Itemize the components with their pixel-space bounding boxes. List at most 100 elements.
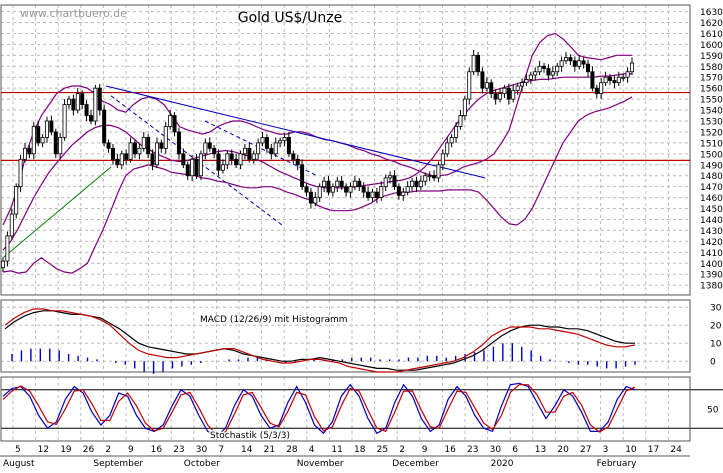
trend-line [2,166,112,259]
candle-body [335,180,340,188]
candle-body [515,85,520,91]
candle-body [317,186,322,199]
candle-body [185,164,190,177]
candle-body [286,137,291,155]
candle-body [528,74,533,80]
candle-body [44,120,49,138]
y-tick-label: 1570 [700,74,723,84]
x-tick-label: 26 [83,445,95,455]
candle-body [128,142,133,160]
candle-body [401,191,406,196]
y-tick-label: 1560 [700,85,723,95]
candle-body [256,142,261,155]
candle-body [361,186,366,193]
panel-frame [0,376,691,442]
candle-body [22,147,27,160]
candle-body [308,191,313,204]
x-tick-label: 11 [331,445,342,455]
x-month-label: December [392,459,439,469]
candle-body [445,142,450,155]
y-tick-label: 1390 [700,271,723,281]
candle-body [207,142,212,149]
y-tick-label: 1430 [700,227,723,237]
candle-body [18,158,23,188]
x-tick-label: 14 [241,445,253,455]
candle-body [9,213,14,237]
candle-body [590,71,595,89]
candle-body [264,137,269,149]
candle-body [467,71,472,100]
x-tick-label: 23 [467,445,478,455]
candle-body [110,147,115,160]
candle-body [462,98,467,116]
watermark: www.chartbuero.de [20,7,127,20]
candle-body [493,93,498,100]
candle-body [599,82,604,95]
candle-body [383,177,388,188]
candle-body [300,164,305,188]
candle-body [414,180,419,188]
candle-body [432,175,437,179]
candle-body [586,63,591,73]
candle-body [115,158,120,166]
candle-body [36,126,41,144]
x-tick-label: 27 [580,445,591,455]
candle-body [322,180,327,188]
candle-body [295,158,300,166]
candle-body [0,260,6,269]
candle-body [313,197,318,204]
candle-body [357,180,362,188]
candle-body [229,153,234,160]
candle-body [625,71,630,78]
y-tick-label: 1420 [700,238,723,248]
candle-body [410,180,415,188]
candle-body [194,158,199,177]
candle-body [489,82,494,95]
stoch-y-tick-label: 50 [707,406,719,416]
candle-body [564,57,569,62]
macd-y-tick-label: 30 [710,304,722,314]
candle-body [49,120,54,133]
candle-body [225,153,230,166]
candle-body [176,131,181,155]
candle-body [392,175,397,188]
candle-body [102,109,107,144]
candle-body [550,71,555,76]
macd-title: MACD (12/26/9) mit Histogramm [200,315,348,325]
candle-body [612,80,617,84]
candle-body [476,54,481,73]
candle-body [603,76,608,84]
x-tick-label: 9 [128,445,134,455]
candle-body [594,87,599,95]
candle-body [304,186,309,193]
x-tick-label: 5 [15,445,21,455]
candle-body [163,126,168,149]
x-tick-label: 2 [105,445,111,455]
candle-body [238,153,243,166]
x-tick-label: 30 [490,445,502,455]
candle-body [58,137,63,155]
y-tick-label: 1380 [700,282,723,292]
candle-body [198,153,203,177]
candle-body [577,60,582,67]
candle-body [53,131,58,155]
candle-body [621,76,626,79]
candle-body [150,153,155,166]
candle-body [146,137,151,155]
x-tick-label: 4 [309,445,315,455]
candle-body [559,60,564,67]
y-tick-label: 1460 [700,194,723,204]
x-month-label: February [597,459,638,469]
candle-body [630,62,635,73]
candle-body [533,71,538,76]
x-tick-label: 3 [603,445,609,455]
candle-body [616,76,621,84]
stoch-title: Stochastik (5/3/3) [210,431,290,441]
x-tick-label: 12 [38,445,49,455]
candle-body [449,137,454,144]
macd-line [4,310,635,371]
x-tick-label: 24 [670,445,682,455]
candle-body [440,153,445,166]
